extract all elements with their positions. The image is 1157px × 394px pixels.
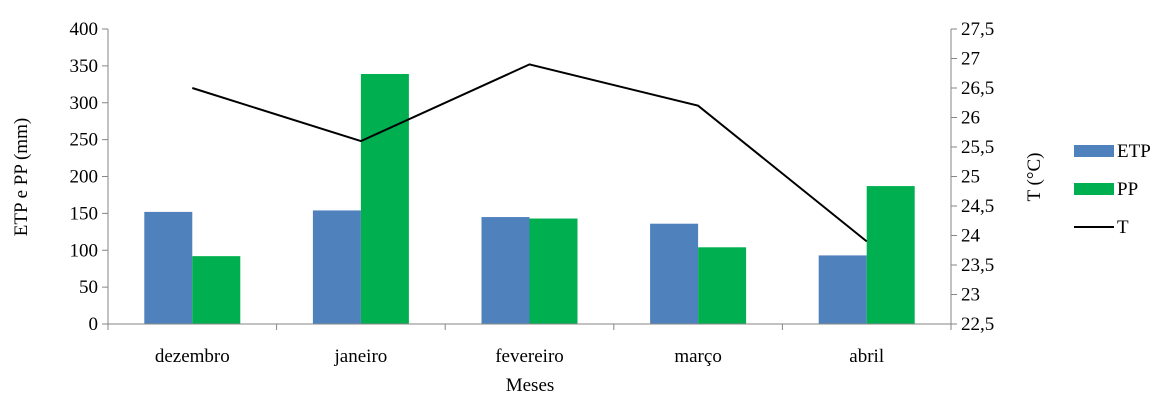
y-tick-label-right: 22,5 [961, 314, 994, 335]
line-layer [191, 63, 868, 243]
y2-axis-title: T (°C) [1024, 153, 1045, 202]
axes-layer: 0 50 100 150 200 250 300 350 400 22,5 23 23,5 24 24,5… [70, 19, 995, 367]
bar-pp-abril [866, 186, 915, 324]
x-tick-label: dezembro [155, 346, 230, 367]
y-tick-label-right: 26 [961, 108, 980, 129]
x-tick-label: abril [849, 346, 884, 367]
x-tick-label: março [674, 346, 721, 367]
bar-pp-fevereiro [529, 218, 578, 324]
legend-label-pp: PP [1117, 179, 1138, 200]
y-tick-label-left: 50 [79, 277, 98, 298]
y-tick-label-left: 300 [70, 93, 99, 114]
bar-pp-janeiro [360, 73, 409, 324]
y-tick-label-right: 24 [961, 226, 981, 247]
y-tick-label-right: 24,5 [961, 196, 994, 217]
y-tick-label-left: 350 [70, 56, 99, 77]
y-tick-label-right: 25 [961, 167, 980, 188]
y-tick-label-right: 23 [961, 285, 980, 306]
legend-swatch-etp [1074, 145, 1114, 157]
y-tick-label-left: 100 [70, 240, 99, 261]
y-tick-label-left: 200 [70, 167, 99, 188]
bar-pp-dezembro [192, 256, 241, 324]
bar-pp-março [698, 247, 747, 324]
bar-etp-fevereiro [481, 217, 530, 324]
x-axis-title: Meses [506, 375, 555, 394]
legend-swatch-pp [1074, 183, 1114, 195]
y-tick-label-right: 25,5 [961, 137, 994, 158]
bar-etp-março [650, 223, 699, 324]
x-tick-label: fevereiro [495, 346, 564, 367]
y-tick-label-left: 0 [89, 314, 99, 335]
bars-layer [144, 73, 915, 324]
y-tick-label-right: 27,5 [961, 19, 994, 40]
y-axis-title: ETP e PP (mm) [11, 118, 32, 236]
y-tick-label-left: 150 [70, 203, 99, 224]
legend-label-etp: ETP [1117, 141, 1151, 162]
y-tick-label-right: 23,5 [961, 255, 994, 276]
bar-etp-dezembro [144, 211, 193, 324]
legend-label-t: T [1117, 217, 1129, 238]
bar-etp-abril [818, 255, 867, 324]
x-tick-label: janeiro [334, 346, 388, 367]
y-tick-label-right: 26,5 [961, 78, 994, 99]
series-line-t [191, 63, 868, 243]
y-tick-label-left: 250 [70, 130, 99, 151]
y-tick-label-left: 400 [70, 19, 99, 40]
bar-etp-janeiro [312, 210, 361, 324]
y-tick-label-right: 27 [961, 49, 980, 70]
legend: ETP PP T [1074, 141, 1151, 238]
